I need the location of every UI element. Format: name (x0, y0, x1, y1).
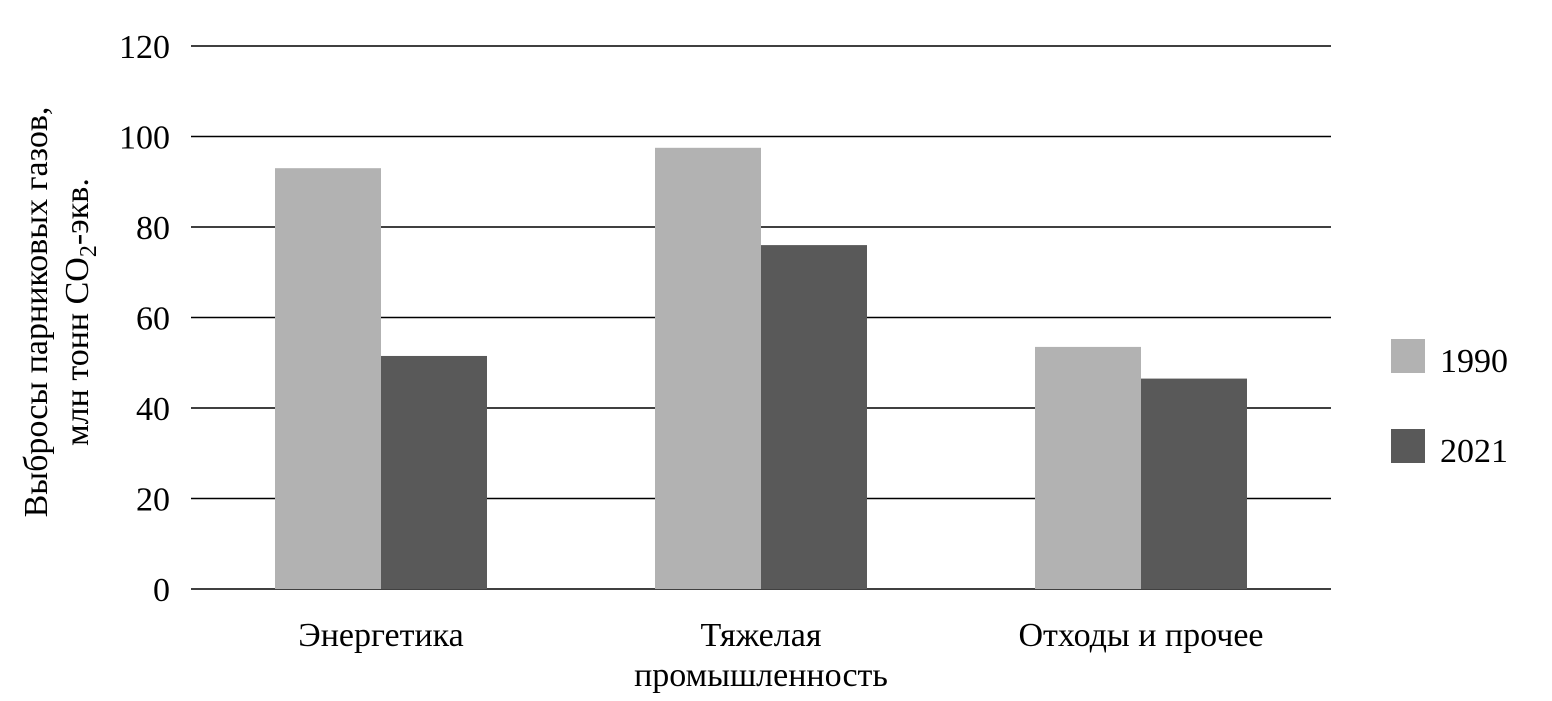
y-tick-label: 80 (136, 210, 170, 247)
category-label: Тяжелая (701, 617, 822, 654)
y-axis-title-line2-suffix: -экв. (59, 178, 96, 245)
category-label: Отходы и прочее (1018, 617, 1263, 654)
legend-swatch-2021 (1391, 429, 1425, 463)
category-label: промышленность (634, 657, 888, 694)
legend-swatch-1990 (1391, 339, 1425, 373)
y-tick-label: 0 (153, 572, 170, 609)
y-tick-label: 120 (119, 29, 170, 66)
category-label: Энергетика (298, 617, 463, 654)
y-tick-labels: 0 20 40 60 80 100 120 (119, 29, 170, 609)
legend: 1990 2021 (1391, 339, 1508, 470)
y-tick-label: 40 (136, 391, 170, 428)
bars (275, 147, 1247, 590)
bar-2021-2 (761, 245, 867, 589)
bar-1990-3 (1035, 346, 1141, 589)
y-axis-title-line2: млн тонн CO2-экв. (59, 178, 102, 446)
y-tick-label: 20 (136, 482, 170, 519)
y-axis-title-subscript: 2 (76, 245, 102, 257)
y-tick-label: 100 (119, 120, 170, 157)
bar-2021-3 (1141, 378, 1247, 589)
y-axis-title-line2-main: млн тонн CO (59, 257, 96, 446)
bar-2021-1 (381, 355, 487, 589)
bar-1990-2 (655, 147, 761, 589)
bar-1990-1 (275, 168, 381, 590)
y-tick-label: 60 (136, 301, 170, 338)
y-axis-title: Выбросы парниковых газов, млн тонн CO2-э… (18, 107, 102, 518)
y-axis-title-line1: Выбросы парниковых газов, (18, 107, 55, 518)
legend-label-2021: 2021 (1440, 433, 1508, 470)
legend-label-1990: 1990 (1440, 343, 1508, 380)
